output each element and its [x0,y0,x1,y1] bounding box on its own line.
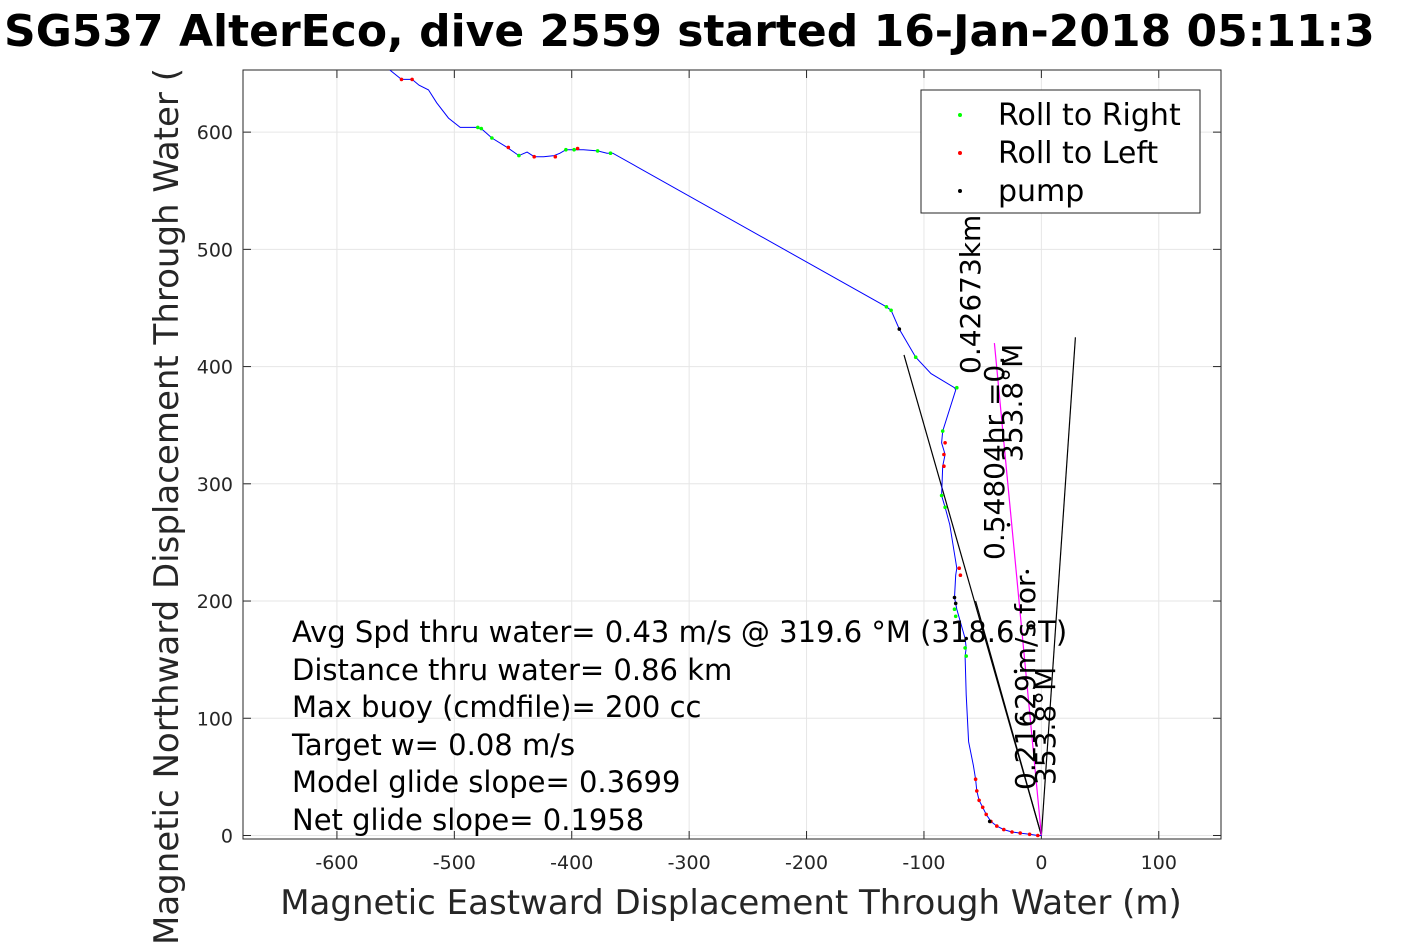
roll-left-point [980,805,985,810]
roll-right-point [572,147,576,152]
roll-right-point [884,305,889,309]
x-tick-label: 100 [1141,852,1177,874]
roll-right-point [490,136,494,140]
roll-right-point [939,493,944,498]
y-tick-label: 500 [197,239,233,261]
plot-markers [399,77,1040,838]
annotation-avg-speed: Avg Spd thru water= 0.43 m/s @ 319.6 °M … [292,615,1067,649]
roll-left-point [942,464,946,469]
pump-point [953,601,958,606]
roll-left-point [943,441,947,445]
pump-point [964,636,968,641]
roll-left-point [942,452,946,457]
roll-left-point [399,77,404,82]
roll-right-point [476,125,480,130]
pump-point [1019,716,1024,721]
roll-right-point [913,355,918,360]
pump-point [952,595,957,600]
y-tick-label: 400 [197,357,233,379]
rotated-heading-lower: 353.8°M [1029,667,1062,785]
x-tick-label: -400 [550,852,593,874]
x-tick-label: -300 [668,852,711,874]
x-axis-ticks: -600 -500 -400 -300 -200 -100 0 100 [315,70,1177,874]
roll-left-point [957,566,961,570]
legend-box [920,89,1201,214]
roll-right-point [889,308,893,313]
rotated-annotations: 0.42673km 0.54804hr =0. 353.8°M 0.21629m… [954,215,1062,790]
y-axis-ticks: 0 100 200 300 400 500 600 [197,122,1221,847]
x-tick-label: -500 [433,852,476,874]
pump-point [1006,523,1011,527]
roll-left-point [984,812,988,817]
heading-wedge-line [975,600,1042,836]
roll-right-point [963,646,967,650]
y-tick-label: 100 [197,708,233,730]
x-tick-label: -600 [315,852,358,874]
roll-left-point [575,146,580,151]
heading-wedge-line [1040,337,1076,836]
y-tick-label: 0 [221,825,233,847]
grid-lines [243,70,1221,839]
pump-point [1013,669,1018,674]
roll-left-point [410,77,414,82]
legend: Roll to Right Roll to Left pump [920,89,1201,214]
roll-right-point [955,385,959,390]
roll-left-point [958,573,963,577]
roll-left-point [1010,830,1014,834]
roll-left-point [532,154,536,159]
roll-right-point [517,153,521,158]
legend-marker-pump [958,189,962,193]
rotated-hours: 0.54804hr =0. [978,356,1011,560]
roll-right-point [595,149,600,153]
roll-left-point [1018,831,1022,835]
legend-label-roll-left: Roll to Left [998,136,1158,171]
annotation-max-buoy: Max buoy (cmdfile)= 200 cc [292,690,701,724]
roll-left-point [1002,827,1006,832]
net-displacement-line [993,343,1042,836]
roll-right-point [953,614,958,619]
roll-right-point [952,607,957,611]
roll-left-point [995,824,999,828]
roll-left-point [553,154,558,159]
y-tick-label: 200 [197,591,233,613]
roll-right-point [943,505,947,510]
annotation-distance: Distance thru water= 0.86 km [292,653,732,687]
roll-left-point [975,789,979,793]
rotated-speed: 0.21629m/s for [1009,575,1042,790]
annotation-block: Avg Spd thru water= 0.43 m/s @ 319.6 °M … [291,615,1067,837]
rotated-heading-upper: 353.8°M [996,344,1029,462]
roll-left-point [1036,833,1040,838]
roll-right-point [608,151,613,155]
y-tick-label: 300 [197,474,233,496]
annotation-target-w: Target w= 0.08 m/s [291,728,575,762]
x-tick-label: -200 [785,852,828,874]
y-tick-label: 600 [197,122,233,144]
rotated-distance-km: 0.42673km [954,215,987,374]
x-tick-label: 0 [1035,852,1047,874]
annotation-model-glide: Model glide slope= 0.3699 [292,765,680,799]
pump-point [987,819,992,824]
x-tick-label: -100 [902,852,945,874]
legend-label-roll-right: Roll to Right [998,98,1181,133]
chart-title: SG537 AlterEco, dive 2559 started 16-Jan… [4,6,1375,57]
legend-marker-roll-left [958,151,962,155]
roll-left-point [977,798,981,803]
roll-right-point [564,147,568,152]
roll-right-point [479,126,484,131]
roll-left-point [973,777,978,781]
legend-marker-roll-right [958,113,962,117]
annotation-net-glide: Net glide slope= 0.1958 [292,803,644,837]
roll-left-point [506,145,511,150]
roll-right-point [964,654,968,658]
legend-label-pump: pump [998,174,1084,209]
x-axis-label: Magnetic Eastward Displacement Through W… [280,883,1182,923]
roll-left-point [1027,832,1032,837]
pump-point [897,327,902,331]
roll-right-point [940,429,945,433]
y-axis-label: Magnetic Northward Displacement Through … [147,68,187,945]
pump-point [1025,569,1030,574]
